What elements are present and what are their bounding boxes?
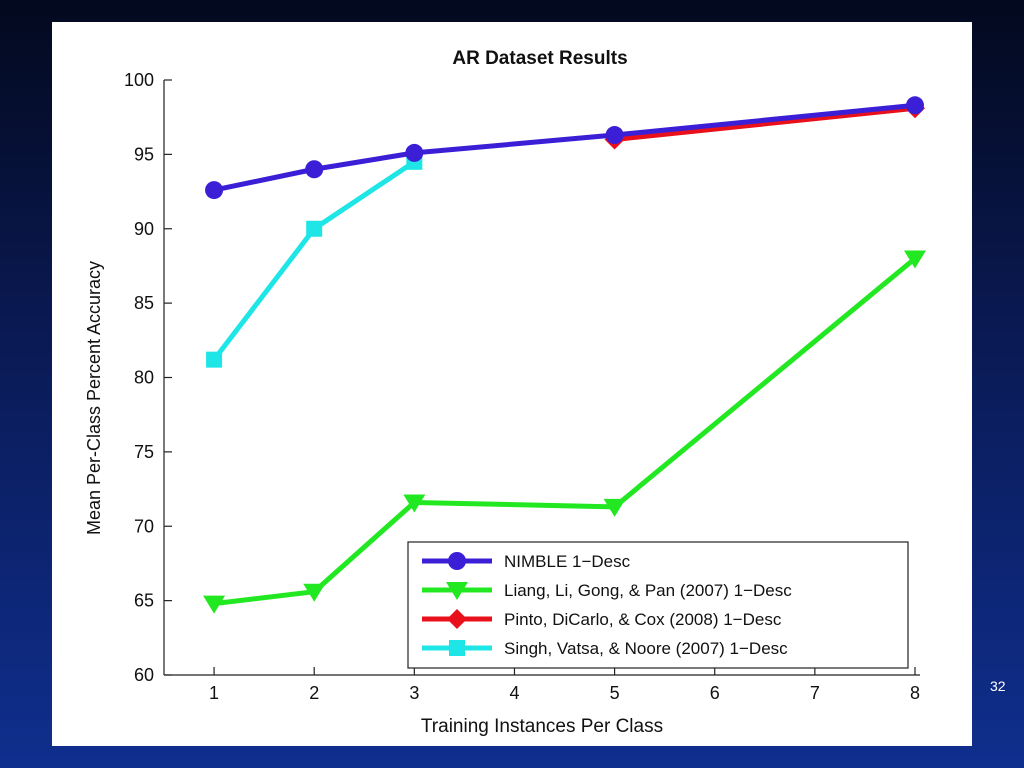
data-point [306,220,323,237]
legend-swatch-marker [449,640,465,656]
y-tick-label: 65 [134,591,154,611]
y-tick-label: 85 [134,293,154,313]
legend-label: Liang, Li, Gong, & Pan (2007) 1−Desc [504,581,792,600]
data-point [305,160,324,179]
figure-panel: AR Dataset Results Mean Per-Class Percen… [52,22,972,746]
x-tick-label: 6 [710,683,720,703]
data-point [905,96,924,115]
y-axis-label: Mean Per-Class Percent Accuracy [84,261,104,535]
legend-swatch-marker [448,552,466,570]
data-point [203,595,226,614]
x-tick-label: 4 [509,683,519,703]
legend-swatch-marker [446,582,468,600]
legend-label: Singh, Vatsa, & Noore (2007) 1−Desc [504,639,788,658]
slide-number: 32 [990,678,1006,694]
y-tick-label: 100 [124,70,154,90]
x-tick-label: 3 [409,683,419,703]
data-point [303,583,326,602]
data-point [405,143,424,162]
y-tick-label: 60 [134,665,154,685]
x-tick-label: 2 [309,683,319,703]
x-tick-label: 5 [610,683,620,703]
data-point [206,351,223,368]
series-line [212,159,416,362]
legend-label: NIMBLE 1−Desc [504,552,631,571]
data-point [605,126,624,145]
data-point [903,250,926,269]
x-tick-label: 1 [209,683,219,703]
series-line [213,102,916,193]
data-point [603,498,626,517]
x-axis-label: Training Instances Per Class [421,716,663,737]
y-tick-label: 95 [134,144,154,164]
y-tick-label: 70 [134,516,154,536]
legend-swatch-marker [447,609,467,629]
y-tick-label: 90 [134,219,154,239]
chart-title: AR Dataset Results [452,48,627,69]
x-tick-label: 7 [810,683,820,703]
y-tick-label: 75 [134,442,154,462]
data-point [205,181,224,200]
series-line [614,105,916,142]
line-chart: AR Dataset Results Mean Per-Class Percen… [84,48,926,737]
y-tick-label: 80 [134,368,154,388]
x-tick-label: 8 [910,683,920,703]
data-point [403,494,426,513]
legend-label: Pinto, DiCarlo, & Cox (2008) 1−Desc [504,610,782,629]
